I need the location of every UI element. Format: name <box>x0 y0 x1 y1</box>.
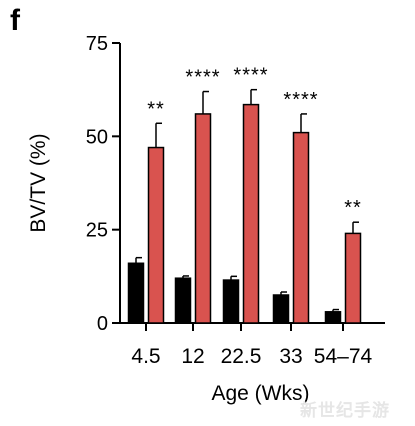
significance-label: **** <box>283 89 318 111</box>
bar <box>147 146 165 324</box>
bar <box>194 113 212 324</box>
bar <box>292 131 310 324</box>
x-tick-label: 54–74 <box>314 345 373 368</box>
bar <box>242 103 260 324</box>
bar <box>222 279 240 324</box>
y-tick-label: 75 <box>86 33 108 55</box>
bar <box>174 277 192 324</box>
panel-label: f <box>10 4 20 37</box>
x-axis-label: Age (Wks) <box>211 382 309 405</box>
y-tick-label: 0 <box>97 313 108 335</box>
watermark: 新世纪手游 <box>300 401 390 421</box>
significance-label: ** <box>344 197 362 219</box>
x-tick-label: 4.5 <box>131 345 160 368</box>
significance-label: **** <box>185 67 220 89</box>
x-tick-label: 12 <box>181 345 204 368</box>
bar <box>272 294 290 324</box>
bar <box>324 311 342 324</box>
y-axis-label: BV/TV (%) <box>27 133 50 232</box>
x-tick-label: 33 <box>279 345 302 368</box>
significance-label: **** <box>233 65 268 87</box>
bar <box>344 232 362 324</box>
significance-label: ** <box>147 98 165 120</box>
x-tick-label: 22.5 <box>221 345 262 368</box>
y-tick-label: 25 <box>86 220 108 242</box>
bar <box>127 262 145 324</box>
y-tick-label: 50 <box>86 126 108 148</box>
